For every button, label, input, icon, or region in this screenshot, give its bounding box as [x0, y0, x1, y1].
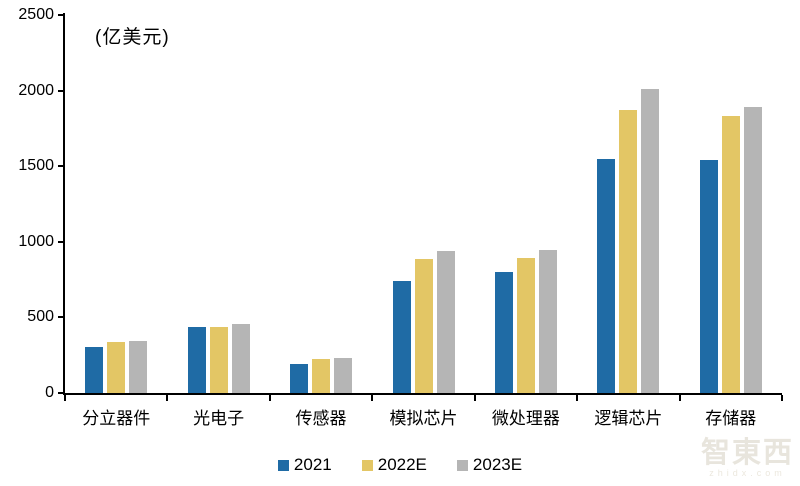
- x-axis-category-label: 传感器: [295, 409, 347, 428]
- bar-2023E-存储器: [743, 106, 762, 393]
- legend-swatch-icon: [277, 459, 289, 471]
- bar-2023E-光电子: [231, 324, 250, 393]
- x-axis-category-label: 微处理器: [491, 409, 560, 428]
- bar-2022E-分立器件: [107, 342, 126, 393]
- legend-swatch-icon: [361, 459, 373, 471]
- y-axis-tick-label: 1000: [18, 232, 54, 250]
- y-axis-tick-label: 2000: [18, 81, 54, 99]
- legend-item-2022E: 2022E: [361, 455, 427, 475]
- y-axis-tick-label: 2500: [18, 6, 54, 23]
- x-axis-category-label: 光电子: [193, 409, 245, 428]
- legend-item-2023E: 2023E: [456, 455, 523, 475]
- bar-2023E-传感器: [334, 357, 353, 393]
- x-axis-tick: [781, 395, 783, 401]
- y-axis-tick-label: 0: [45, 384, 54, 401]
- unit-label: (亿美元): [95, 27, 170, 48]
- x-axis-category-label: 分立器件: [82, 409, 151, 428]
- x-axis-category-label: 存储器: [705, 409, 757, 428]
- y-axis-tick: [58, 240, 63, 243]
- bar-2022E-传感器: [312, 359, 331, 393]
- y-axis-tick: [58, 392, 63, 394]
- bar-2021-逻辑芯片: [597, 158, 616, 393]
- bar-2022E-存储器: [721, 116, 740, 393]
- bar-2021-传感器: [290, 364, 309, 393]
- x-axis-tick: [473, 395, 476, 401]
- bar-2023E-逻辑芯片: [641, 89, 660, 393]
- legend-label: 2023E: [472, 455, 523, 474]
- y-axis-tick: [58, 89, 63, 92]
- x-axis-tick: [371, 395, 374, 401]
- bar-2021-微处理器: [494, 271, 513, 393]
- bar-2023E-分立器件: [129, 340, 148, 393]
- bar-2023E-模拟芯片: [436, 251, 455, 393]
- x-axis-tick: [268, 395, 271, 401]
- bar-2022E-微处理器: [516, 257, 535, 393]
- x-axis-category-label: 模拟芯片: [389, 409, 458, 428]
- x-axis-tick: [64, 395, 66, 401]
- legend: 2021 2022E 2023E: [0, 455, 800, 475]
- x-axis-category-label: 逻辑芯片: [594, 409, 663, 428]
- legend-label: 2022E: [377, 455, 427, 474]
- bar-2021-分立器件: [85, 347, 104, 393]
- bar-2021-模拟芯片: [392, 280, 411, 393]
- bar-2022E-光电子: [209, 327, 228, 393]
- legend-swatch-icon: [456, 459, 468, 471]
- legend-label: 2021: [293, 455, 332, 474]
- bar-2021-光电子: [187, 327, 206, 393]
- x-axis-tick: [678, 395, 681, 401]
- y-axis-tick-label: 500: [27, 308, 54, 326]
- y-axis-line: [63, 13, 65, 395]
- y-axis-tick: [58, 316, 63, 319]
- bar-2022E-逻辑芯片: [619, 110, 638, 393]
- legend-item-2021: 2021: [277, 455, 332, 475]
- bar-2022E-模拟芯片: [414, 259, 433, 393]
- x-axis-tick: [576, 395, 579, 401]
- x-axis-tick: [166, 395, 169, 401]
- y-axis-tick-label: 1500: [18, 157, 54, 175]
- y-axis-tick: [58, 165, 63, 168]
- y-axis-tick: [58, 14, 63, 16]
- bar-2021-存储器: [699, 160, 718, 393]
- bar-2023E-微处理器: [538, 250, 557, 393]
- x-axis-line: [63, 393, 782, 395]
